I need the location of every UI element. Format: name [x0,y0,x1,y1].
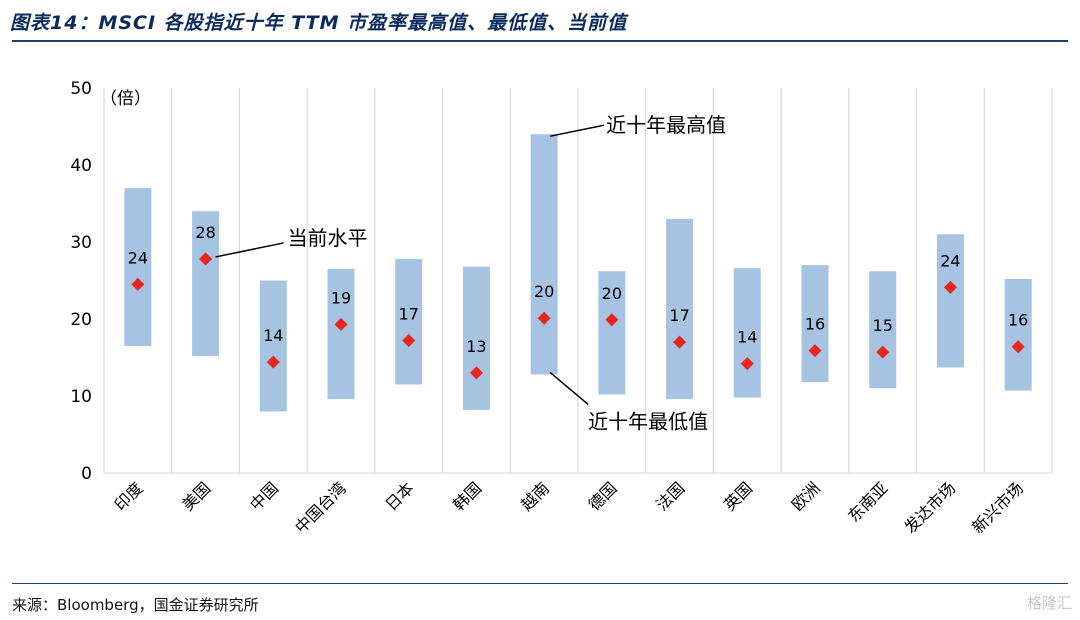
range-bar [395,258,423,385]
x-axis-labels: 印度 美国 中国 中国台湾 日本 韩国 越南 德国 法国 英国 欧洲 东南亚 发达市场 新兴市场 [111,478,1027,537]
title-divider [12,40,1068,42]
current-marker [943,280,957,294]
data-label: 24 [940,251,960,270]
min-annotation: 近十年最低值 [588,409,708,433]
range-bar [869,271,897,389]
max-annotation: 近十年最高值 [606,113,726,137]
range-bar [192,211,220,356]
category-label: 日本 [381,478,417,514]
data-label: 19 [331,288,351,307]
current-annotation: 当前水平 [288,226,368,250]
range-bar [462,266,490,410]
max-annotation-line [549,124,605,137]
data-label: 13 [466,337,486,356]
category-label: 印度 [111,478,147,514]
current-marker [740,357,754,371]
current-annotation-line [215,242,284,258]
range-bar [327,268,355,400]
current-marker [402,334,416,348]
current-marker [266,355,280,369]
current-marker [199,252,213,266]
range-chart: 24 28 14 19 17 13 20 20 17 14 16 15 24 16 当前水平 近十年最高值… [70,79,1053,537]
data-label: 28 [195,223,215,242]
current-marker [673,335,687,349]
data-label: 16 [1008,311,1028,330]
current-marker [537,311,551,325]
gridlines [103,88,1053,474]
data-label: 14 [263,326,283,345]
y-tick-label: 0 [81,464,92,484]
data-label: 20 [602,284,622,303]
range-bar [1004,278,1032,391]
category-label: 中国台湾 [291,478,350,537]
y-tick-label: 50 [70,79,92,99]
range-bar [124,188,152,346]
current-marker [1011,340,1025,354]
category-label: 新兴市场 [968,478,1027,537]
category-label: 欧洲 [788,478,824,514]
range-bars: 24 28 14 19 17 13 20 20 17 14 16 15 24 16 [124,134,1032,412]
category-label: 东南亚 [844,478,891,525]
current-marker [605,313,619,327]
y-tick-label: 40 [70,156,92,176]
range-bar [801,265,829,383]
data-label: 17 [399,305,419,324]
y-unit-label: （倍） [100,89,151,109]
data-label: 24 [128,248,148,267]
data-label: 17 [669,306,689,325]
data-label: 16 [805,315,825,334]
range-bar [530,134,558,375]
category-label: 发达市场 [901,478,960,537]
data-label: 14 [737,328,757,347]
current-marker [334,317,348,331]
range-bar [598,271,626,395]
watermark-logo: 格隆汇 [1026,594,1072,612]
current-marker [808,344,822,358]
category-label: 英国 [720,478,756,514]
y-tick-label: 30 [70,233,92,253]
category-label: 德国 [585,478,621,514]
current-marker [469,366,483,380]
annotations: 当前水平 近十年最高值 近十年最低值 [215,113,726,433]
y-tick-label: 20 [70,310,92,330]
y-tick-label: 10 [70,387,92,407]
y-axis-ticks: 0 10 20 30 40 50 [70,79,92,484]
category-label: 中国 [246,478,282,514]
category-label: 越南 [517,478,553,514]
data-label: 15 [873,316,893,335]
range-bar [936,234,964,368]
min-annotation-line [549,371,589,406]
source-note: 来源：Bloomberg，国金证券研究所 [12,596,259,614]
range-bar [733,268,761,398]
range-bar [666,218,694,400]
footer-divider [12,583,1068,584]
data-label: 20 [534,282,554,301]
current-marker [131,277,145,291]
chart-title: 图表14：MSCI 各股指近十年 TTM 市盈率最高值、最低值、当前值 [10,12,628,34]
category-label: 韩国 [449,478,485,514]
category-label: 法国 [652,478,688,514]
range-bar [259,280,287,412]
current-marker [876,345,890,359]
category-label: 美国 [178,478,214,514]
